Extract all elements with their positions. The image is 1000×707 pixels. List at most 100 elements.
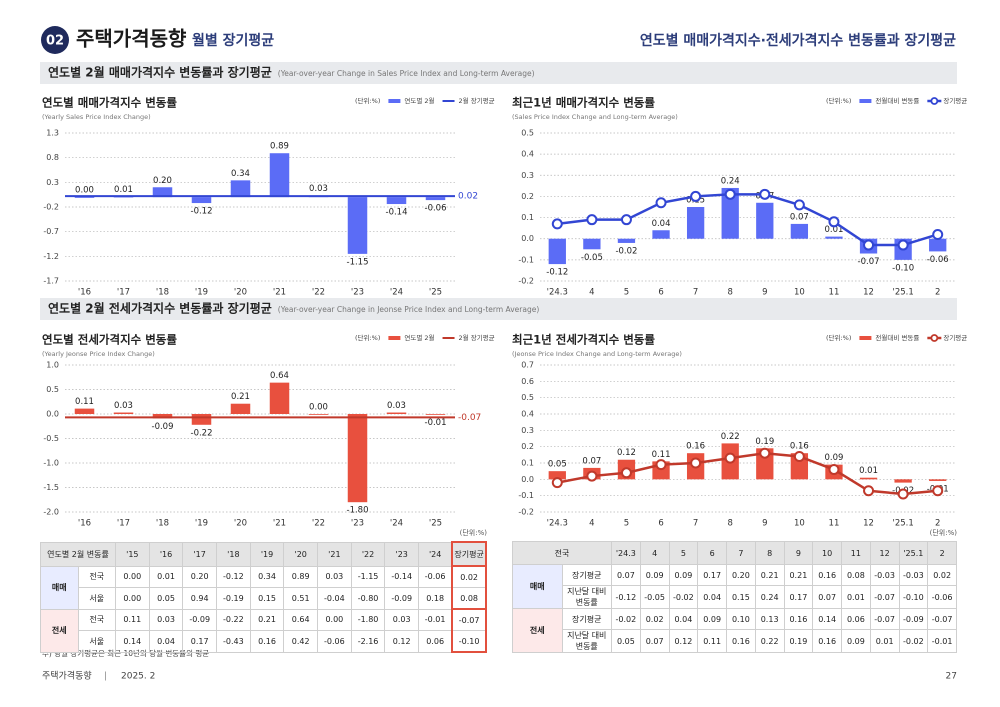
legend-label: 전월대비 변동률	[875, 96, 919, 105]
y-tick-label: -0.2	[518, 508, 534, 517]
x-tick-label: 11	[829, 519, 840, 529]
bar	[548, 238, 566, 265]
legend-swatch	[930, 97, 939, 105]
x-tick-label: 11	[829, 288, 840, 298]
x-tick-label: '22	[312, 288, 325, 298]
bar	[825, 236, 843, 239]
table-cell: -2.16	[350, 630, 386, 653]
header-cell: '22	[350, 541, 386, 567]
table-cell: 지난달 대비 변동률	[561, 585, 612, 609]
unit-label: (단위:%)	[355, 333, 380, 342]
reference-label: 0.02	[458, 192, 478, 202]
value-label: -0.09	[152, 422, 174, 432]
page-subtitle: 월별 장기평균	[192, 32, 274, 49]
table-cell: -0.09	[384, 587, 420, 610]
x-tick-label: '24.3	[547, 519, 568, 529]
value-label: 0.01	[114, 185, 133, 195]
section-subtitle: (Year-over-year Change in Sales Price In…	[278, 69, 535, 78]
table-cell: -0.12	[611, 585, 641, 609]
y-tick-label: 0.0	[521, 475, 534, 484]
x-tick-label: '18	[156, 519, 169, 529]
table-cell: 0.15	[726, 585, 756, 609]
y-tick-label: 0.1	[521, 213, 534, 222]
table-cell: 0.19	[783, 629, 814, 653]
header-cell: 6	[697, 541, 727, 565]
line-point	[551, 477, 563, 489]
value-label: 0.03	[309, 184, 328, 194]
x-tick-label: 8	[727, 288, 732, 298]
bar	[74, 197, 95, 198]
bar	[191, 414, 212, 425]
x-tick-label: 6	[658, 288, 663, 298]
value-label: 0.01	[824, 225, 843, 235]
value-label: -0.12	[546, 268, 568, 278]
legend-label: 장기평균	[943, 96, 967, 105]
value-label: 0.34	[231, 169, 250, 179]
line-point	[897, 239, 909, 251]
header-cell: '25.1	[898, 541, 929, 565]
header-cell: '23	[384, 541, 420, 567]
value-label: 0.19	[755, 437, 774, 447]
header-cell: '21	[317, 541, 352, 567]
y-tick-label: 0.2	[521, 192, 534, 201]
header-cell: 연도별 2월 변동률	[40, 541, 116, 567]
legend-swatch	[859, 99, 872, 103]
y-tick-label: 1.3	[46, 129, 59, 138]
x-tick-label: '16	[78, 519, 91, 529]
table-cell: 0.05	[148, 587, 184, 610]
table-cell: -0.07	[451, 608, 487, 631]
table-cell: 0.02	[927, 564, 957, 586]
line-point	[690, 190, 702, 202]
table-cell: -1.15	[350, 565, 386, 588]
table-cell: 0.17	[783, 585, 814, 609]
x-tick-label: '24	[390, 288, 403, 298]
section-title: 연도별 2월 매매가격지수 변동률과 장기평균	[48, 65, 272, 80]
value-label: 0.03	[387, 401, 406, 411]
legend-label: 2월 장기평균	[459, 96, 495, 105]
table-cell: 0.09	[639, 564, 670, 586]
value-label: -0.10	[892, 263, 914, 273]
line-point	[759, 188, 771, 200]
value-label: 0.07	[790, 212, 809, 222]
y-tick-label: 0.3	[521, 171, 534, 180]
value-label: 0.12	[617, 448, 636, 458]
table-cell: -0.01	[418, 608, 453, 631]
table-cell: 0.11	[115, 608, 150, 631]
bar	[859, 477, 878, 480]
table-cell: 전세	[40, 608, 79, 653]
table-cell: 0.09	[841, 629, 871, 653]
table-cell: 0.00	[317, 608, 352, 631]
header-cell: 4	[639, 541, 670, 565]
x-tick-label: '19	[195, 519, 208, 529]
table-cell: 0.21	[783, 564, 814, 586]
bar	[721, 187, 739, 239]
x-tick-label: 4	[589, 288, 594, 298]
table-cell: -0.07	[869, 585, 900, 609]
y-tick-label: -0.2	[518, 277, 534, 286]
y-tick-label: -1.0	[43, 459, 59, 468]
header-cell: 8	[754, 541, 785, 565]
header-cell: '24.3	[611, 541, 641, 565]
table-cell: 0.04	[148, 630, 184, 653]
value-label: -0.22	[191, 428, 213, 438]
table-cell: -0.03	[898, 564, 929, 586]
section-band	[40, 62, 957, 84]
table-cell: 0.04	[697, 585, 727, 609]
page-number: 27	[946, 672, 957, 682]
y-tick-label: 0.8	[46, 153, 59, 162]
table-cell: 0.02	[451, 565, 487, 588]
value-label: -0.06	[425, 204, 447, 214]
bar	[269, 382, 290, 414]
x-tick-label: 9	[762, 519, 767, 529]
table-cell: 0.15	[249, 587, 285, 610]
section-number: 02	[46, 34, 64, 49]
table-cell: -1.80	[350, 608, 386, 631]
x-tick-label: 12	[863, 519, 874, 529]
chart-subtitle: (Jeonse Price Index Change and Long-term…	[512, 350, 682, 358]
value-label: 0.11	[75, 397, 94, 407]
header-cell: 장기평균	[451, 541, 487, 567]
x-tick-label: 12	[863, 288, 874, 298]
table-cell: -0.02	[898, 629, 929, 653]
x-tick-label: 5	[624, 288, 629, 298]
